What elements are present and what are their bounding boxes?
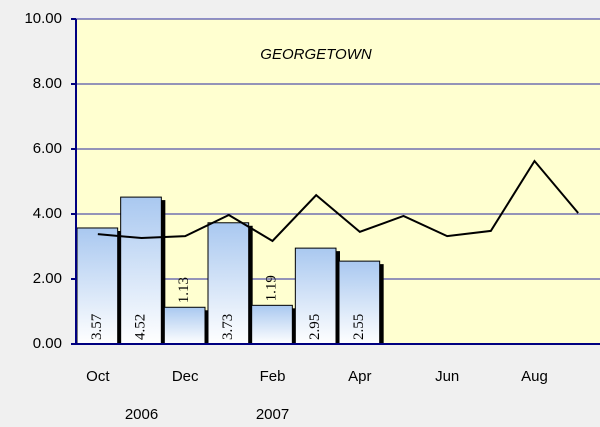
value-label: 3.57: [89, 313, 105, 340]
y-tick-label: 0.00: [33, 335, 62, 352]
x-tick-label: Jun: [435, 368, 459, 385]
bar: [120, 196, 162, 345]
value-label: 2.95: [307, 314, 323, 340]
value-label: 4.52: [132, 314, 148, 340]
chart-title: GEORGETOWN: [260, 46, 372, 63]
x-tick-label: Feb: [260, 368, 286, 385]
bar: [76, 227, 119, 345]
value-label: 1.19: [263, 275, 279, 301]
value-label: 2.55: [351, 314, 367, 340]
bar: [294, 247, 337, 345]
value-label: 1.13: [176, 277, 192, 303]
y-tick-label: 4.00: [33, 205, 62, 222]
year-label: 2006: [125, 406, 158, 423]
bar: [207, 222, 250, 345]
bar: [163, 306, 206, 345]
line: [97, 159, 579, 243]
x-tick-label: Aug: [521, 368, 548, 385]
x-tick-label: Oct: [86, 368, 110, 385]
y-tick-label: 8.00: [33, 75, 62, 92]
y-tick-label: 10.00: [24, 10, 62, 27]
y-tick-label: 2.00: [33, 270, 62, 287]
x-tick-label: Dec: [172, 368, 199, 385]
value-label: 3.73: [220, 314, 236, 340]
y-tick-label: 6.00: [33, 140, 62, 157]
bar: [251, 304, 293, 345]
year-label: 2007: [256, 406, 289, 423]
x-tick-label: Apr: [348, 368, 371, 385]
